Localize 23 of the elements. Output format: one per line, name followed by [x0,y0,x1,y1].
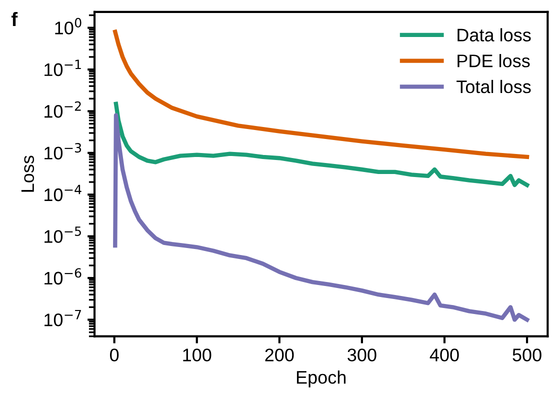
x-tick-label: 300 [348,348,376,362]
y-tick-label: 10$^{−3}$ [44,143,82,160]
line-series [113,113,530,322]
text: f [11,12,18,26]
y-tick-label: 10$^{−1}$ [44,60,81,76]
x-tick-label: 0 [110,348,119,362]
x-tick-label: 400 [430,348,459,362]
y-tick-label: 10$^{−2}$ [44,101,81,118]
y-tick-label: 10$^{−6}$ [44,268,82,285]
line-series [114,102,530,188]
legend-label: Total loss [456,80,531,94]
y-tick-label: 10$^{−7}$ [44,310,81,326]
y-tick-label: 10$^{−4}$ [44,184,82,202]
y-tick-label: 10$^{0}$ [55,18,82,34]
x-axis-title: Epoch [296,370,346,388]
legend-label: PDE loss [458,54,530,68]
x-tick-label: 100 [183,348,212,362]
x-tick-label: 200 [265,348,294,362]
legend-label: Data loss [458,28,531,42]
y-axis-title: Loss [21,156,34,192]
y-tick-label: 10$^{−5}$ [44,226,81,243]
line-series [113,30,530,160]
x-tick-label: 500 [512,348,542,362]
